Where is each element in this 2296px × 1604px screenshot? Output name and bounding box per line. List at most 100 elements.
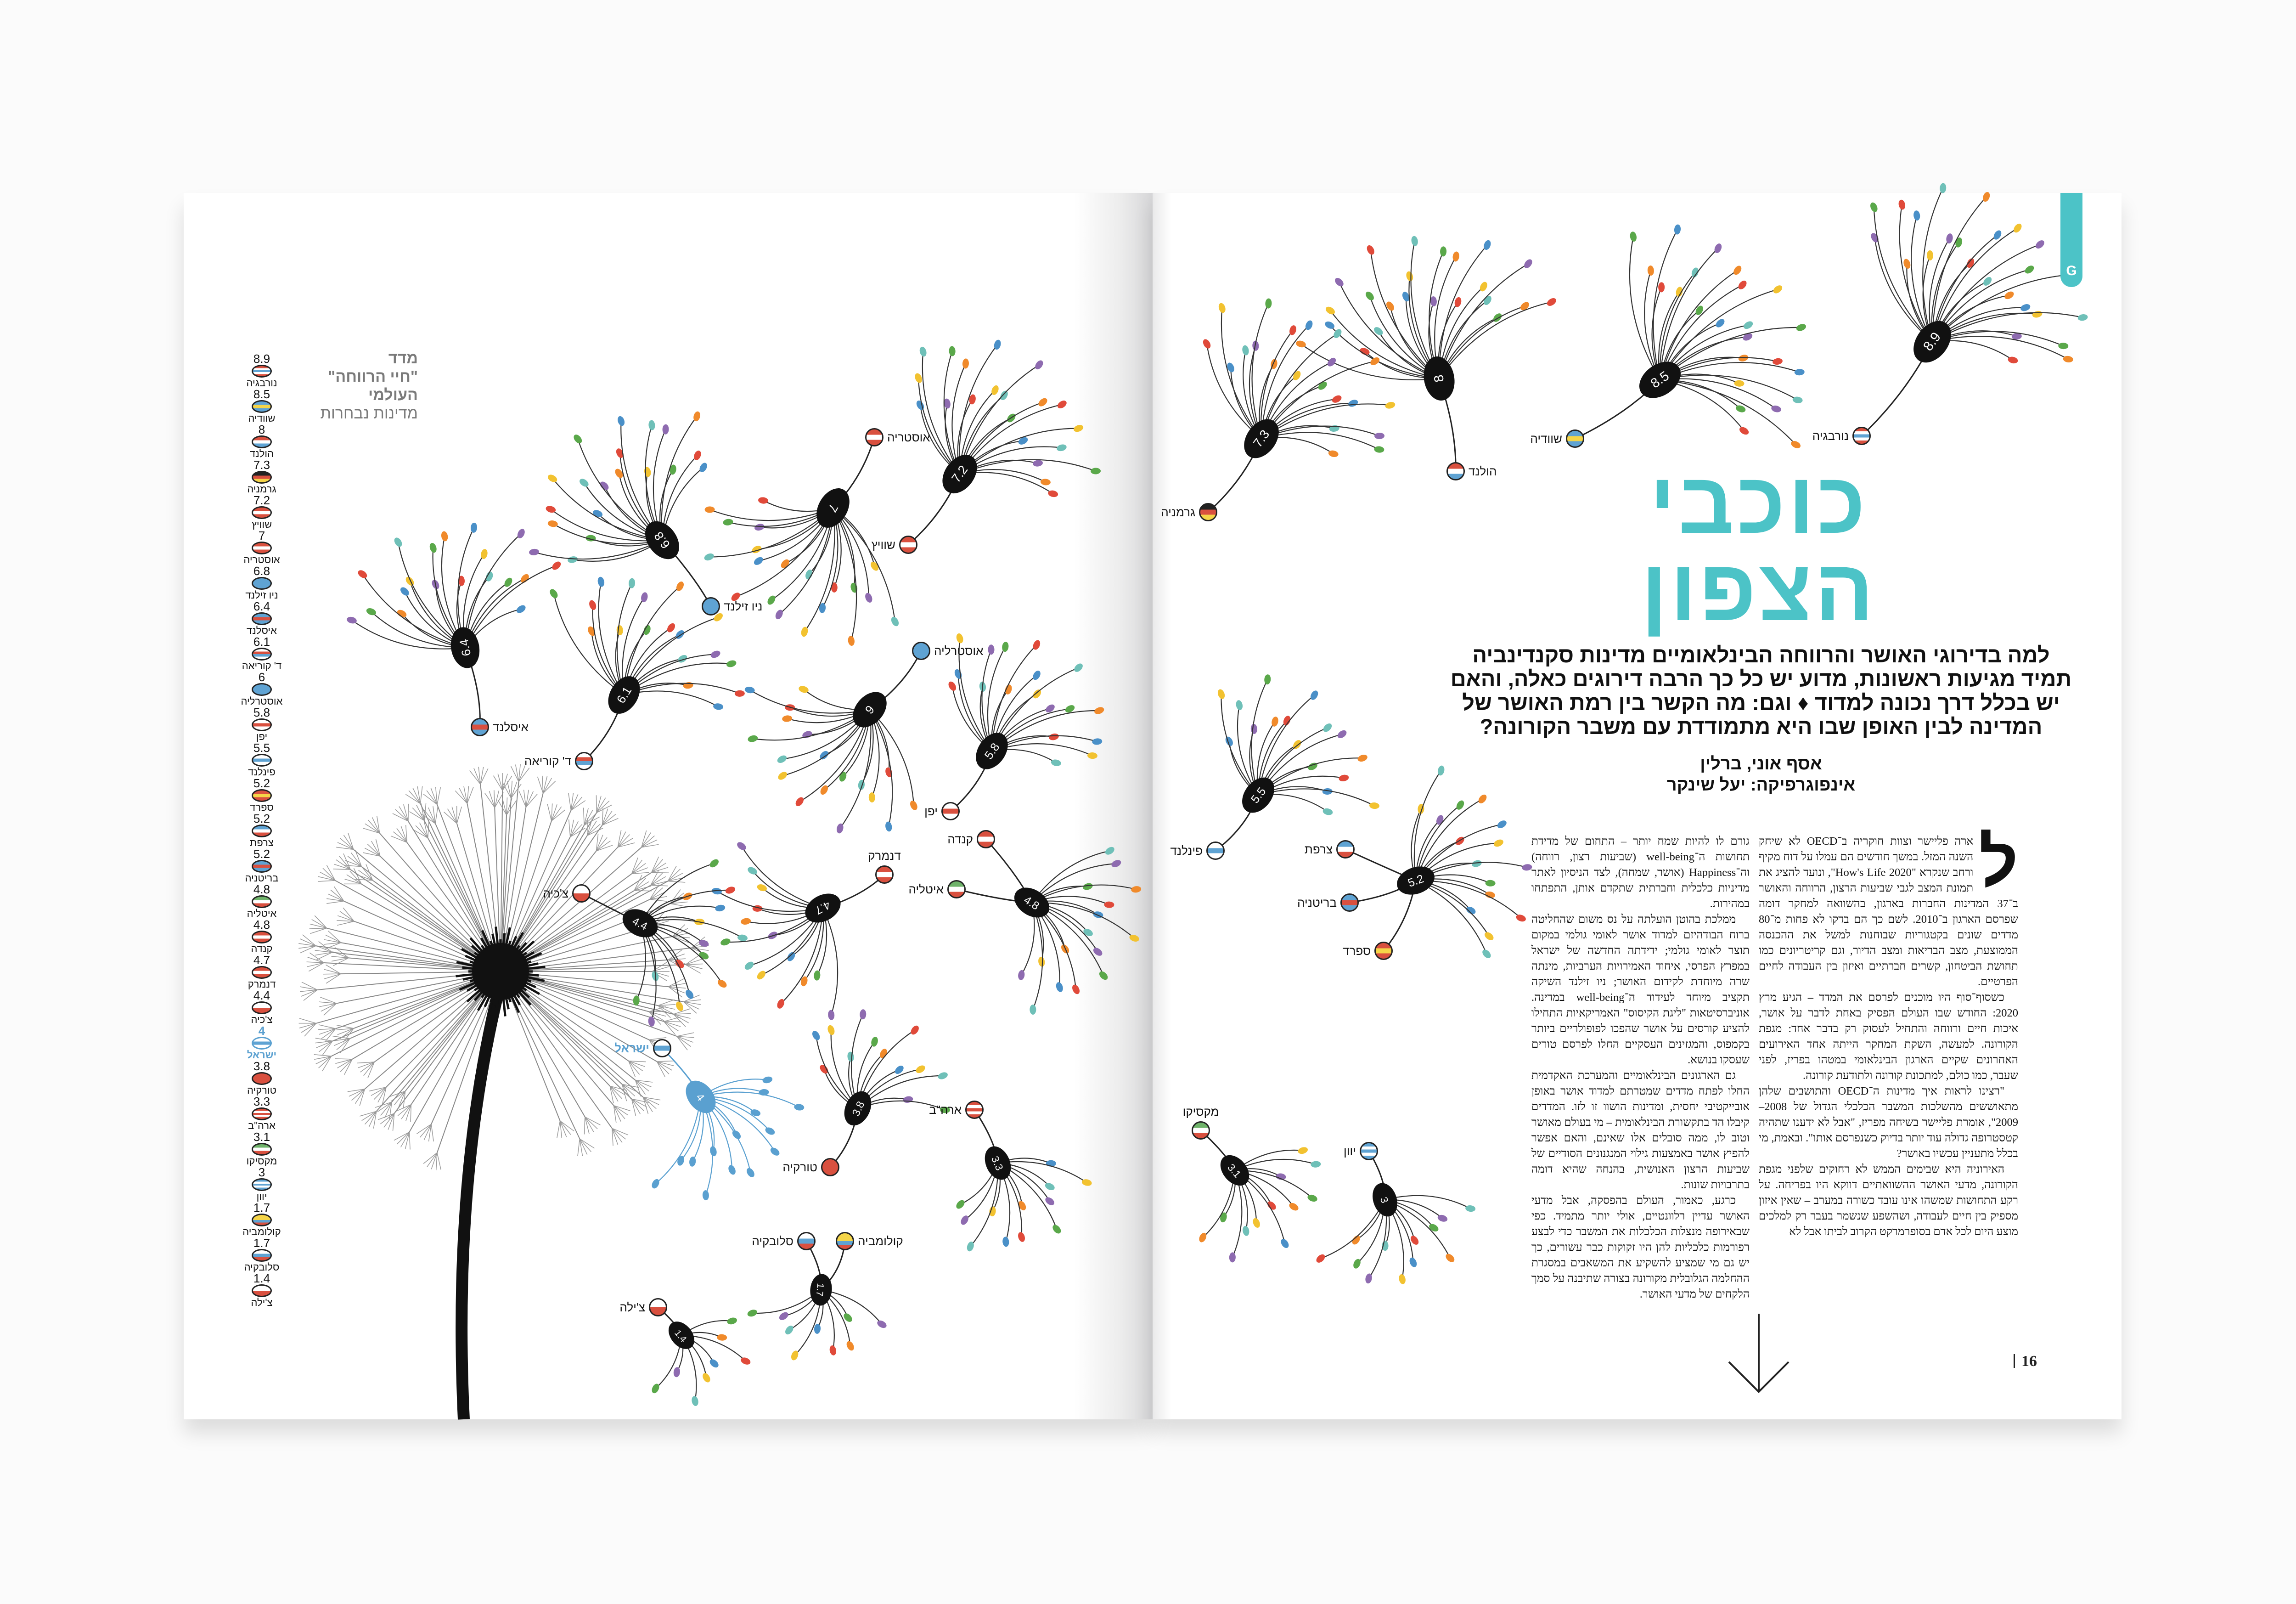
petal-seed <box>1898 199 1906 210</box>
petal-seed <box>1264 674 1271 685</box>
seed-tuft <box>371 841 381 857</box>
country-flower: 5.5 <box>1215 674 1379 852</box>
seed-tuft <box>323 942 341 945</box>
seed-tuft <box>299 1023 316 1028</box>
seed-tuft <box>649 887 663 900</box>
petal-seed <box>667 623 675 633</box>
petal-seed <box>1437 765 1445 776</box>
legend-country-name: קולומביה <box>242 1226 281 1237</box>
seed-tuft <box>356 874 373 881</box>
value-badge <box>805 893 841 923</box>
seed-tuft <box>335 1059 353 1064</box>
seed-tuft <box>368 819 380 834</box>
petal-seed <box>860 1009 867 1020</box>
seed-tuft <box>670 903 688 907</box>
seed-tuft <box>613 1105 629 1116</box>
value-badge <box>668 1322 695 1349</box>
seed-tuft <box>568 793 572 811</box>
seed-tuft <box>493 775 503 791</box>
seed-tuft <box>389 1102 392 1120</box>
seed-tuft <box>394 1131 410 1141</box>
country-flower: 6 <box>744 650 922 834</box>
seed-tuft <box>348 833 354 850</box>
seed-tuft <box>613 1105 621 1122</box>
petal-seed <box>1374 432 1385 439</box>
petal-seed <box>1466 906 1476 915</box>
legend-item: 8.5 שוודיה <box>234 388 289 424</box>
petal-seed <box>1305 320 1313 330</box>
legend-value: 5.2 <box>253 776 270 790</box>
seed-tuft <box>396 828 407 843</box>
petal-seed <box>1074 663 1083 672</box>
value-badge <box>1014 887 1050 918</box>
seed-tuft <box>560 1120 574 1132</box>
petal-seed <box>1714 243 1722 254</box>
seed-tuft <box>360 1062 375 1073</box>
seed-tuft <box>365 823 380 834</box>
seed-tuft <box>403 804 409 822</box>
petal-seed <box>1283 716 1291 726</box>
petal-seed <box>717 979 727 988</box>
petal-seed <box>1265 298 1272 309</box>
seed-tuft <box>324 973 341 979</box>
petal-seed <box>405 576 414 586</box>
petal-seed <box>1676 287 1683 297</box>
petal-seed <box>1307 1194 1317 1202</box>
legend-value: 1.4 <box>253 1271 270 1285</box>
seed-tuft <box>658 999 675 1006</box>
seed-tuft <box>641 830 647 847</box>
legend-item: 5.2 בריטניה <box>234 848 289 884</box>
petal-stem <box>1031 902 1043 1010</box>
legend-item: 7.3 גרמניה <box>234 459 289 495</box>
seed-tuft <box>617 834 630 847</box>
petal-seed <box>969 394 976 405</box>
seed-tuft <box>587 819 593 836</box>
seed-tuft <box>331 957 349 962</box>
petal-seed <box>529 548 539 555</box>
petal-seed <box>709 859 719 868</box>
seed-tuft <box>673 1014 686 1027</box>
value-badge <box>1242 777 1274 813</box>
seed-tuft <box>651 856 659 873</box>
petal-stem <box>1629 236 1660 380</box>
seed-tuft <box>380 1113 395 1124</box>
petal-seed <box>1052 1225 1061 1234</box>
petal-seed <box>737 842 746 850</box>
petal-seed <box>1497 820 1507 828</box>
petal-stem <box>351 620 466 650</box>
seed-tuft <box>360 1111 377 1117</box>
legend-country-name: הולנד <box>249 448 274 459</box>
seed-tuft <box>650 876 666 886</box>
seed-tuft <box>602 808 604 825</box>
seed-tuft <box>437 787 441 805</box>
country-label: סלובקיה <box>752 1234 793 1248</box>
petal-seed <box>429 542 437 553</box>
seed-tuft <box>617 838 633 848</box>
seed-tuft <box>380 1101 392 1116</box>
petal-seed <box>1267 1201 1276 1210</box>
arrow-down-icon <box>1728 1314 1790 1393</box>
petal-seed <box>1738 355 1749 361</box>
country-flower: 7.2 <box>908 339 1101 546</box>
seed-tuft <box>579 1138 592 1152</box>
petal-stem <box>833 508 857 641</box>
petal-seed <box>820 751 828 760</box>
seed-tuft <box>325 942 341 950</box>
seed-tuft <box>489 791 495 808</box>
seed-tuft <box>650 870 659 886</box>
seed-tuft <box>299 938 316 946</box>
flag-icon <box>653 1039 671 1057</box>
seed-tuft <box>343 907 355 922</box>
seed-tuft <box>419 1124 432 1138</box>
seed-tuft <box>426 790 438 805</box>
petal-seed <box>1716 319 1725 328</box>
legend-item: 4.8 איטליה <box>234 883 289 919</box>
country-label: ישראל <box>614 1041 649 1055</box>
seed-tuft <box>525 794 538 808</box>
seed-tuft <box>651 872 669 873</box>
seed-tuft <box>336 1024 354 1029</box>
petal-seed <box>1045 1183 1055 1191</box>
petal-stem <box>833 508 896 622</box>
seed-tuft <box>415 825 428 838</box>
petal-seed <box>871 1037 878 1047</box>
